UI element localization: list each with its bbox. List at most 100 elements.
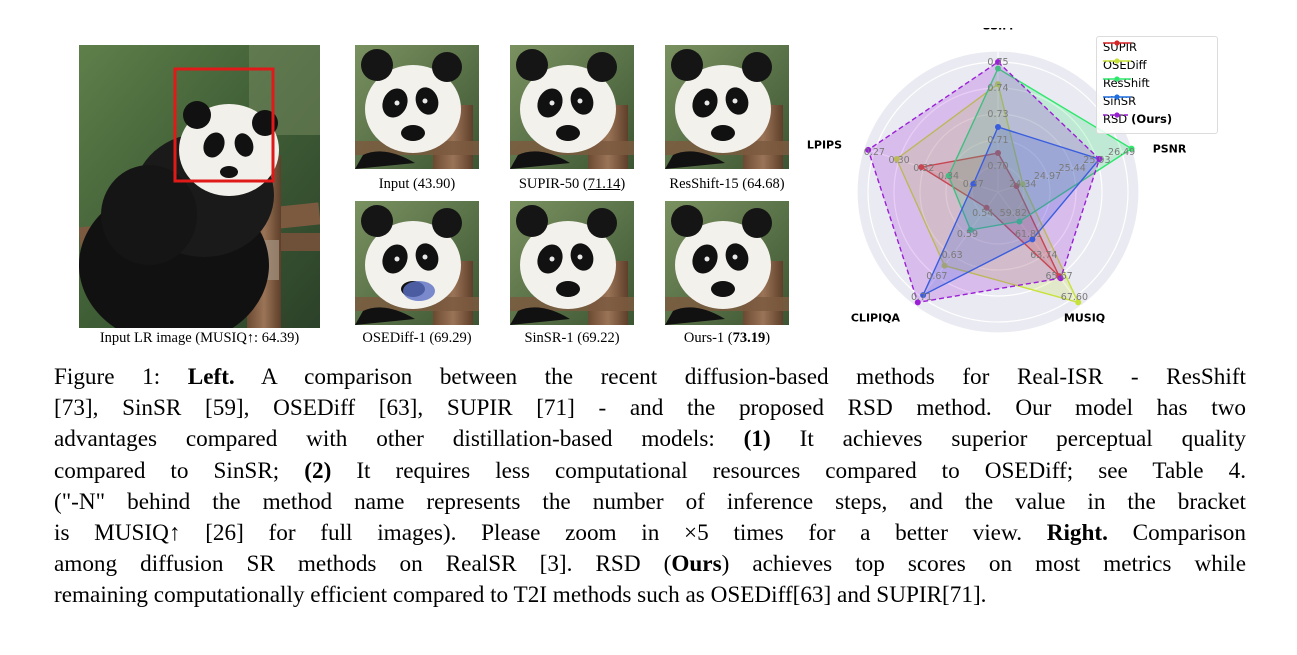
radar-spoke [997, 191, 1082, 306]
radar-chart: 0.70 0.71 0.73 0.74 0.75 24.34 24.97 25.44 25.93… [800, 28, 1290, 346]
thumb-sinsr [510, 199, 634, 327]
radar-tick-label: 0.37 [963, 179, 984, 190]
thumb-supir [510, 45, 634, 169]
radar-tick-label: 59.82 [1000, 208, 1027, 219]
radar-data-point [1019, 180, 1026, 187]
radar-tick-label: 0.34 [938, 171, 959, 182]
radar-tick-label: 61.81 [1015, 229, 1042, 240]
radar-data-point [914, 299, 921, 306]
radar-axis-label: LPIPS [807, 139, 842, 152]
radar-spoke [914, 191, 999, 306]
thumb-caption: Input (43.90) [378, 176, 456, 192]
radar-data-point [995, 59, 1001, 65]
radar-data-point [1128, 145, 1135, 152]
caption-line: Figure 1: Left. A comparison between the… [54, 362, 1246, 393]
radar-axis-label: CLIPIQA [851, 312, 901, 325]
radar-tick-label: 0.67 [926, 271, 947, 282]
caption-line: remaining computationally efficient comp… [54, 580, 1246, 611]
radar-tick-label: 24.34 [1009, 179, 1036, 190]
radar-data-point [1016, 218, 1023, 225]
thumb-caption: SinSR-1 (69.22) [524, 330, 620, 346]
caption-bold-text: (1) [743, 426, 771, 453]
radar-svg: 0.70 0.71 0.73 0.74 0.75 24.3424.9725.4425.93… [807, 28, 1187, 333]
legend-entry: OSEDiff [1103, 58, 1147, 72]
radar-data-point [967, 226, 974, 233]
caption-text: It achieves superior perceptual quality [770, 426, 1247, 453]
caption-text: ) achieves top scores on most metrics wh… [721, 551, 1246, 578]
caption-text: advantages compared with other distillat… [54, 426, 744, 453]
thumb-ours [665, 199, 789, 327]
radar-tick-label: 0.70 [987, 161, 1008, 172]
radar-series-area [895, 82, 1080, 304]
input-lr-image [79, 45, 320, 328]
radar-tick-label: 0.27 [864, 147, 885, 158]
radar-tick-label: 26.49 [1108, 147, 1135, 158]
radar-tick-label: 0.71 [987, 135, 1008, 146]
radar-data-point [893, 156, 900, 163]
figure-caption: Figure 1: Left. A comparison between the… [54, 362, 1246, 612]
radar-tick-label: 0.59 [957, 229, 978, 240]
caption-bold-text: Left. [187, 364, 235, 390]
radar-series-area [947, 67, 1133, 231]
legend-entry: SUPIR [1103, 40, 1138, 54]
caption-line: is MUSIQ↑ [26] for full images). Please … [54, 518, 1246, 549]
radar-series-area [867, 61, 1101, 304]
caption-text: [73], SinSR [59], OSEDiff [63], SUPIR [7… [54, 395, 1246, 422]
radar-tick-label: 0.54 [972, 208, 993, 219]
caption-line: among diffusion SR methods on RealSR [3]… [54, 549, 1246, 580]
caption-text: is MUSIQ↑ [26] for full images). Please … [54, 520, 1047, 547]
radar-tick-label: 63.74 [1030, 250, 1057, 261]
radar-tick-label: 0.30 [889, 155, 910, 166]
radar-tick-label: 25.93 [1083, 155, 1110, 166]
radar-data-point [1057, 275, 1064, 282]
radar-data-point [1075, 299, 1082, 306]
thumb-caption: OSEDiff-1 (69.29) [362, 330, 472, 346]
input-lr-caption: Input LR image (MUSIQ↑: 64.39) [99, 330, 300, 346]
radar-data-point [995, 81, 1001, 88]
caption-text: remaining computationally efficient comp… [54, 582, 987, 609]
caption-line: compared to SinSR; (2) It requires less … [54, 456, 1246, 487]
radar-axis-label: SSIM [983, 28, 1013, 33]
radar-data-point [941, 262, 948, 269]
thumb-caption: SUPIR-50 (71.14) [518, 176, 626, 192]
radar-data-point [995, 124, 1001, 130]
radar-data-point [945, 172, 952, 179]
radar-tick-label: 67.60 [1061, 292, 1088, 303]
radar-data-point [1013, 182, 1020, 189]
legend-entry: RSD (Ours) [1103, 112, 1173, 126]
thumb-caption: Ours-1 (73.19) [683, 330, 771, 346]
caption-bold-text: Ours [671, 551, 722, 578]
caption-text: Figure 1: [54, 364, 188, 390]
caption-text: compared to SinSR; [54, 457, 305, 484]
thumb-resshift [665, 45, 789, 169]
radar-tick-label: 0.63 [942, 250, 963, 261]
caption-text: among diffusion SR methods on RealSR [3]… [54, 551, 672, 578]
radar-tick-label: 25.44 [1059, 163, 1086, 174]
caption-text: ("-N" behind the method name represents … [54, 488, 1246, 515]
radar-tick-label: 65.67 [1046, 271, 1073, 282]
caption-text: Comparison [1107, 520, 1246, 547]
radar-data-point [970, 180, 977, 187]
radar-data-point [995, 150, 1001, 156]
radar-series-area [919, 152, 1060, 277]
caption-line: [73], SinSR [59], OSEDiff [63], SUPIR [7… [54, 393, 1246, 424]
thumb-caption: ResShift-15 (64.68) [669, 176, 785, 192]
caption-text: It requires less computational resources… [331, 457, 1246, 484]
caption-line: advantages compared with other distillat… [54, 424, 1246, 455]
caption-bold-text: Right. [1046, 520, 1108, 547]
caption-bold-text: (2) [304, 457, 332, 484]
radar-tick-label: 0.73 [987, 109, 1008, 120]
radar-axis-label: MUSIQ [1064, 312, 1105, 325]
radar-axis-label: PSNR [1153, 143, 1187, 156]
radar-data-point [920, 292, 927, 299]
radar-tick-label: 0.32 [913, 163, 934, 174]
thumb-input [355, 45, 479, 169]
legend-entry: SinSR [1103, 94, 1137, 108]
radar-data-point [995, 65, 1001, 72]
caption-line: ("-N" behind the method name represents … [54, 487, 1246, 518]
radar-data-point [1096, 156, 1103, 163]
radar-tick-label: 0.75 [987, 57, 1008, 68]
legend-entry: ResShift [1103, 76, 1150, 90]
radar-tick-label: 0.71 [911, 292, 932, 303]
caption-text: A comparison between the recent diffusio… [234, 364, 1246, 390]
